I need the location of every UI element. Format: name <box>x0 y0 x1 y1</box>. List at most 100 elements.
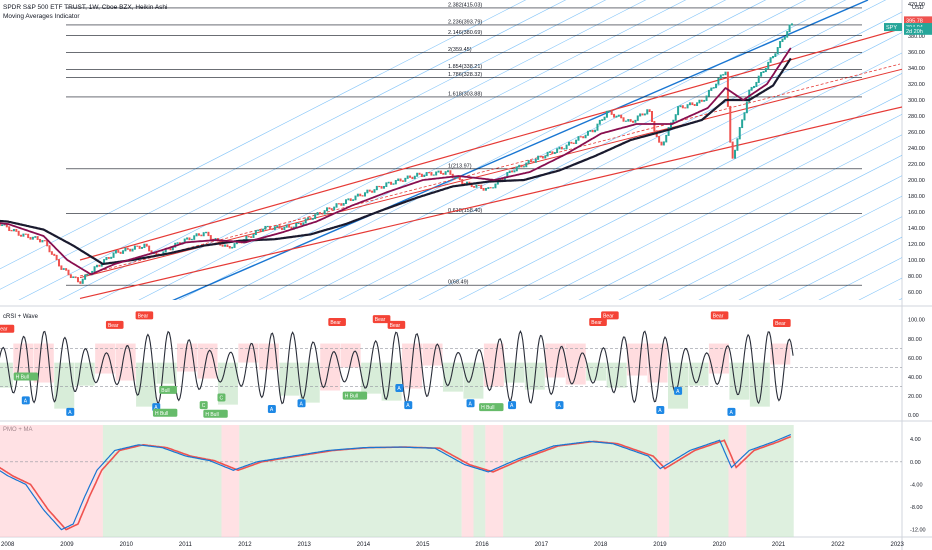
fib-label: 1.786(328.32) <box>448 72 482 78</box>
crsi-signal-label: A <box>729 410 733 416</box>
price-candle <box>304 218 307 224</box>
fan-line <box>698 195 902 300</box>
price-candle <box>617 114 620 117</box>
price-candle <box>484 187 487 191</box>
price-candle <box>290 226 293 230</box>
price-candle <box>390 181 393 185</box>
price-candle <box>148 245 151 252</box>
crsi-signal-tag <box>601 311 619 320</box>
price-candle <box>252 234 255 238</box>
price-candle <box>705 95 708 101</box>
price-candle <box>316 212 319 216</box>
crsi-signal-tag <box>674 386 683 395</box>
crsi-signal-tag <box>466 399 475 408</box>
price-candle <box>634 119 637 123</box>
crsi-signal-tag <box>159 385 177 394</box>
chart-title: SPDR S&P 500 ETF TRUST, 1W, Cboe BZX, He… <box>3 4 168 11</box>
price-candle <box>681 105 684 109</box>
price-tick-label: 420.00 <box>908 2 925 8</box>
price-candle <box>610 110 613 115</box>
crsi-signal-label: A <box>24 398 28 404</box>
price-candle <box>103 259 106 265</box>
pmo-bear-band <box>221 425 240 537</box>
crsi-signal-label: H Bull <box>155 411 168 417</box>
crsi-signal-label: H Bull <box>205 412 218 418</box>
price-candle <box>74 276 77 279</box>
price-tick-label: 160.00 <box>908 210 925 216</box>
price-candle <box>665 134 668 143</box>
crsi-signal-label: A <box>397 386 401 392</box>
price-candle <box>738 127 741 140</box>
price-tick-label: 240.00 <box>908 146 925 152</box>
price-candle <box>620 114 623 119</box>
price-candle <box>435 171 438 176</box>
pmo-tick-label: -12.00 <box>910 528 926 534</box>
price-candle <box>594 129 597 133</box>
price-candle <box>465 181 468 185</box>
price-candle <box>650 111 653 122</box>
price-candle <box>458 176 461 181</box>
crsi-tick-label: 80.00 <box>908 337 922 343</box>
price-candle <box>762 71 765 73</box>
time-tick-label: 2015 <box>416 542 430 548</box>
fan-line <box>738 216 902 300</box>
price-candle <box>653 120 656 132</box>
bull-zone <box>729 362 750 400</box>
price-candle <box>563 148 566 150</box>
price-candle <box>368 189 371 192</box>
price-candle <box>506 172 509 178</box>
price-candle <box>126 247 129 250</box>
crsi-signal-tag <box>199 401 208 410</box>
fan-line <box>658 175 902 300</box>
time-tick-label: 2012 <box>238 542 252 548</box>
price-candle <box>280 227 283 230</box>
price-candle <box>745 101 748 114</box>
price-candle <box>65 268 68 271</box>
price-candle <box>311 218 314 220</box>
price-tick-label: 180.00 <box>908 194 925 200</box>
price-candle <box>342 203 345 206</box>
time-tick-label: 2017 <box>535 542 549 548</box>
price-candle <box>518 164 521 168</box>
price-candle <box>93 266 96 272</box>
price-candle <box>648 109 651 113</box>
price-candle <box>613 113 616 118</box>
price-candle <box>12 228 15 232</box>
price-candle <box>205 231 208 234</box>
price-candle <box>662 141 665 146</box>
price-candle <box>430 172 433 176</box>
fib-label: 2.146(380.69) <box>448 30 482 36</box>
time-tick-label: 2013 <box>298 542 312 548</box>
price-candle <box>366 189 369 194</box>
crsi-tick-label: 20.00 <box>908 394 922 400</box>
bull-zone <box>361 362 382 394</box>
price-candle <box>703 99 706 102</box>
price-candle <box>525 162 528 168</box>
price-candle <box>783 36 786 40</box>
price-candle <box>527 160 530 164</box>
fan-line <box>18 0 607 300</box>
price-tick-label: 260.00 <box>908 130 925 136</box>
crsi-signal-tag <box>555 401 564 410</box>
crsi-signal-tag <box>152 408 178 417</box>
price-candles <box>0 23 793 284</box>
price-candle <box>356 193 359 197</box>
crsi-signal-tag <box>328 318 346 327</box>
price-candle <box>197 233 200 236</box>
price-candle <box>39 238 42 243</box>
pmo-bull-band <box>102 425 222 537</box>
bull-zone <box>442 362 463 392</box>
price-candle <box>743 112 746 121</box>
crsi-signal-label: A <box>300 401 304 407</box>
price-candle <box>209 235 212 240</box>
price-candle <box>627 119 630 122</box>
crsi-signal-tag <box>217 393 226 402</box>
price-candle <box>133 245 136 250</box>
price-candle <box>567 141 570 146</box>
fan-line <box>298 0 887 300</box>
price-candle <box>330 208 333 211</box>
fib-label: 1.618(303.88) <box>448 91 482 97</box>
price-candle <box>169 248 172 251</box>
bull-zone <box>688 362 709 386</box>
fib-label: 2.382(415.03) <box>448 2 482 8</box>
